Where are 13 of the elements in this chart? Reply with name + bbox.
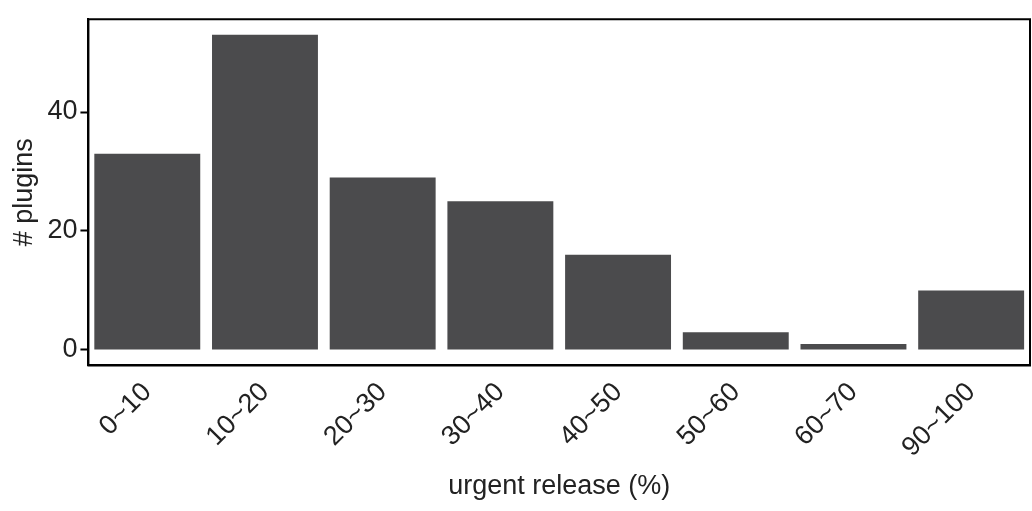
bar	[918, 290, 1025, 350]
y-axis-title: # plugins	[7, 138, 38, 247]
bar	[94, 153, 201, 350]
x-axis-title: urgent release (%)	[448, 470, 671, 501]
bar	[329, 177, 436, 350]
bar	[682, 332, 789, 350]
y-tick-label: 20	[47, 214, 78, 245]
bar	[212, 34, 318, 350]
bar	[565, 254, 672, 350]
y-tick-label: 0	[62, 333, 78, 364]
bar	[447, 201, 554, 350]
bar	[800, 344, 907, 350]
y-tick-label: 40	[47, 95, 78, 126]
